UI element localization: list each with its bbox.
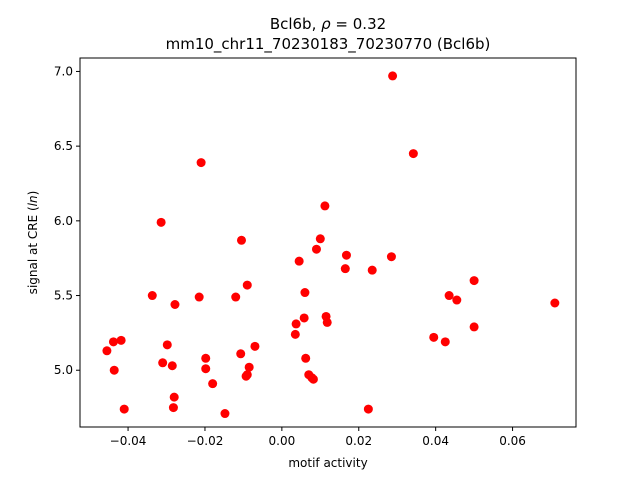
- data-point: [168, 403, 178, 413]
- x-tick-label: 0.04: [422, 434, 449, 448]
- data-point: [147, 291, 157, 301]
- x-tick-label: −0.04: [110, 434, 147, 448]
- chart-title-line2: mm10_chr11_70230183_70230770 (Bcl6b): [166, 35, 491, 54]
- data-point: [108, 337, 118, 347]
- data-point: [408, 149, 418, 159]
- data-point: [367, 265, 377, 275]
- data-point: [341, 250, 351, 260]
- data-point: [290, 329, 300, 339]
- data-point: [294, 256, 304, 266]
- data-point: [231, 292, 241, 302]
- y-axis-label: signal at CRE (ln): [26, 191, 40, 295]
- data-point: [208, 379, 218, 389]
- x-tick-label: 0.00: [269, 434, 296, 448]
- data-point: [244, 362, 254, 372]
- data-point: [167, 361, 177, 371]
- data-point: [102, 346, 112, 356]
- data-point: [162, 340, 172, 350]
- x-axis-ticks: −0.04 −0.02 0.00 0.02 0.04 0.06: [110, 427, 526, 448]
- data-point: [201, 353, 211, 363]
- data-point: [315, 234, 325, 244]
- data-point: [322, 317, 332, 327]
- data-point: [386, 252, 396, 262]
- data-point: [291, 319, 301, 329]
- data-point: [196, 158, 206, 168]
- x-tick-label: −0.02: [187, 434, 224, 448]
- data-point: [119, 404, 129, 414]
- data-point: [340, 264, 350, 274]
- data-point: [116, 335, 126, 345]
- x-axis-label: motif activity: [288, 456, 367, 470]
- data-point: [550, 298, 560, 308]
- data-point: [236, 235, 246, 245]
- x-tick-label: 0.02: [345, 434, 372, 448]
- data-point: [440, 337, 450, 347]
- y-tick-label: 6.0: [54, 214, 73, 228]
- data-point: [220, 409, 230, 419]
- data-point: [320, 201, 330, 211]
- data-point: [469, 322, 479, 332]
- data-point: [242, 370, 252, 380]
- data-point: [444, 291, 454, 301]
- data-point: [299, 313, 309, 323]
- data-point: [169, 392, 179, 402]
- data-point: [109, 365, 119, 375]
- data-point: [194, 292, 204, 302]
- data-point: [201, 364, 211, 374]
- data-point: [236, 349, 246, 359]
- chart-title-line1: Bcl6b, ρ = 0.32: [270, 15, 386, 33]
- x-tick-label: 0.06: [499, 434, 526, 448]
- data-point: [429, 332, 439, 342]
- y-tick-label: 5.0: [54, 363, 73, 377]
- data-point: [242, 280, 252, 290]
- y-tick-label: 6.5: [54, 139, 73, 153]
- y-axis-ticks: 5.0 5.5 6.0 6.5 7.0: [54, 64, 80, 377]
- data-point: [250, 341, 260, 351]
- y-tick-label: 5.5: [54, 289, 73, 303]
- plot-area: [102, 71, 560, 419]
- data-point: [156, 217, 166, 227]
- data-point: [300, 288, 310, 298]
- data-point: [388, 71, 398, 81]
- data-point: [452, 295, 462, 305]
- plot-frame: [79, 57, 577, 428]
- data-point: [170, 300, 180, 309]
- data-point: [311, 244, 321, 254]
- data-point: [308, 374, 318, 384]
- y-tick-label: 7.0: [54, 64, 73, 78]
- data-point: [301, 353, 311, 363]
- data-point: [158, 358, 168, 368]
- data-point: [469, 276, 479, 286]
- data-point: [363, 404, 373, 414]
